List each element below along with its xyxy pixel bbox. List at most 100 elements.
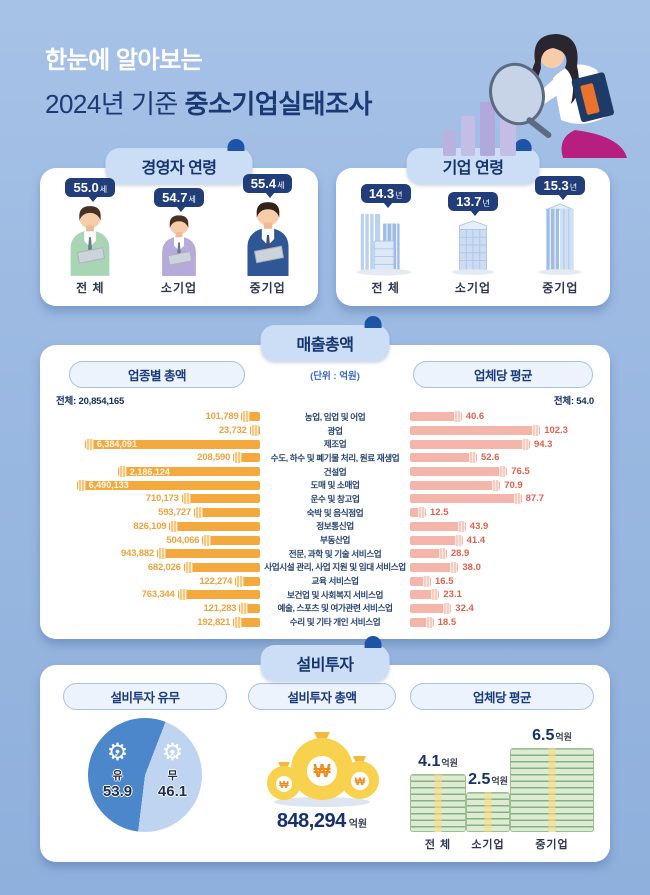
- pie-no-label: 무: [167, 770, 178, 782]
- svg-text:₩: ₩: [279, 780, 289, 791]
- pie-no-value: 46.1: [157, 783, 188, 800]
- avg-value: 94.3: [533, 438, 553, 450]
- total-bar: [235, 575, 260, 587]
- total-value: 6,490,133: [88, 480, 129, 491]
- industry-label: 제조업: [323, 439, 347, 450]
- total-bar: [181, 493, 260, 505]
- industry-label: 수도, 하수 및 폐기물 처리, 원료 재생업: [270, 452, 400, 463]
- investment-columns: 설비투자 유무 ⚙ ✓ 유 53.9 ⚙ ✕ 무 46.1 설비투자: [40, 665, 610, 862]
- total-value: 504,066: [166, 534, 200, 546]
- avg-bar: [410, 493, 522, 505]
- investment-total-amount: 848,294 억원: [277, 810, 367, 833]
- industry-label: 보건업 및 사회복지 서비스업: [286, 589, 384, 600]
- ceo-medium-unit: 세: [277, 181, 285, 190]
- ceo-total-unit: 세: [99, 185, 108, 194]
- x-glyph: ✕: [168, 749, 177, 759]
- ceo-small-column: 54.7세 소기업: [135, 184, 223, 296]
- total-bar: [241, 411, 260, 423]
- avg-value: 23.1: [443, 589, 462, 601]
- avg-value: 12.5: [429, 507, 449, 519]
- sales-left-title: 업종별 총액: [69, 361, 245, 388]
- pie-no-group: ⚙ ✕ 무 46.1: [144, 740, 201, 801]
- avg-value: 43.9: [469, 520, 489, 532]
- avg-value: 41.4: [466, 534, 486, 546]
- firm-age-header-label: 기업 연령: [442, 160, 504, 177]
- stack-total-value: 4.1억원: [418, 753, 458, 771]
- total-bar: [202, 534, 260, 546]
- total-bar: 6,490,133: [76, 479, 260, 491]
- total-bar: [183, 561, 260, 573]
- industry-label: 도매 및 소매업: [310, 480, 360, 491]
- avg-bar: [410, 466, 508, 478]
- total-bar: [194, 507, 260, 519]
- firm-medium-label: 중기업: [542, 281, 579, 295]
- total-bar: [169, 520, 260, 532]
- avg-bar: [410, 602, 452, 614]
- pie-slices: [88, 718, 202, 832]
- stack-medium-number: 6.5: [532, 727, 555, 744]
- building-single-icon: [444, 216, 502, 276]
- industry-label: 전문, 과학 및 기술 서비스업: [288, 548, 382, 559]
- industry-label: 예술, 스포츠 및 여가관련 서비스업: [277, 603, 393, 614]
- stack-medium-value: 6.5억원: [532, 727, 572, 745]
- avg-value: 52.6: [480, 452, 500, 464]
- ceo-total-value-tag: 55.0세: [65, 178, 116, 197]
- firm-age-figures: 14.3년 전 체 13.7년: [336, 168, 610, 306]
- industry-row: 6,490,133 도매 및 소매업 70.9: [54, 478, 596, 492]
- businessman-green-icon: [59, 202, 121, 276]
- total-value: 763,344: [141, 589, 175, 601]
- svg-text:₩: ₩: [314, 761, 331, 781]
- industry-row: 192,821 수리 및 기타 개인 서비스업 18.5: [54, 615, 596, 629]
- ceo-total-column: 55.0세 전 체: [46, 178, 134, 296]
- ceo-total-label: 전 체: [76, 281, 105, 295]
- total-bar: [233, 616, 260, 628]
- industry-label: 건설업: [323, 466, 347, 477]
- firm-total-label: 전 체: [371, 281, 400, 295]
- ceo-medium-value: 55.4: [250, 176, 277, 191]
- total-bar: [239, 602, 260, 614]
- avg-bar: [410, 616, 434, 628]
- gear-x-icon: ⚙ ✕: [160, 740, 186, 766]
- sales-totals: 전체: 20,854,165 전체: 54.0: [40, 388, 610, 409]
- industry-row: 2,186,124 건설업 76.5: [54, 465, 596, 479]
- total-bar: [233, 452, 260, 464]
- avg-value: 40.6: [465, 411, 485, 423]
- industry-label: 정보통신업: [316, 521, 354, 532]
- stack-total-number: 4.1: [418, 753, 441, 770]
- sales-left-total: 전체: 20,854,165: [56, 396, 125, 407]
- avg-bar: [410, 411, 462, 423]
- firm-medium-value: 15.3: [543, 178, 569, 193]
- bookmark-icon: [514, 139, 532, 151]
- firm-small-value: 13.7: [456, 194, 482, 209]
- firm-medium-column: 15.3년 중기업: [517, 176, 603, 296]
- industry-row: 826,109 정보통신업 43.9: [54, 520, 596, 534]
- stack-small-value: 2.5억원: [468, 771, 508, 789]
- avg-bar: [410, 589, 440, 601]
- ceo-small-label: 소기업: [160, 281, 198, 295]
- total-value: 122,274: [199, 575, 233, 587]
- sales-right-title: 업체당 평균: [413, 361, 593, 388]
- avg-bar: [410, 507, 426, 519]
- check-glyph: ✓: [113, 749, 122, 759]
- avg-bar: [410, 520, 466, 532]
- firm-total-column: 14.3년 전 체: [342, 184, 428, 296]
- total-value: 943,882: [121, 548, 154, 560]
- researcher-illustration: [425, 18, 640, 158]
- ceo-small-value-tag: 54.7세: [154, 188, 204, 207]
- total-value: 593,727: [158, 507, 192, 519]
- total-value: 121,283: [203, 602, 237, 614]
- total-bar: 2,186,124: [117, 466, 260, 478]
- ceo-age-header: 경영자 연령: [105, 139, 253, 184]
- industry-label: 숙박 및 음식점업: [306, 507, 364, 518]
- avg-value: 28.9: [450, 548, 470, 560]
- firm-small-unit: 년: [482, 199, 490, 208]
- industry-row: 122,274 교육 서비스업 16.5: [54, 574, 596, 588]
- avg-value: 32.4: [455, 602, 474, 614]
- firm-small-label: 소기업: [454, 281, 492, 295]
- sales-card: 매출총액 업종별 총액 (단위 : 억원) 업체당 평균 전체: 20,854,…: [40, 316, 610, 639]
- ceo-age-figures: 55.0세 전 체 54.7세: [40, 168, 318, 306]
- industry-row: 682,026 사업시설 관리, 사업 지원 및 임대 서비스업 38.0: [54, 561, 596, 575]
- stack-total-unit: 억원: [441, 758, 458, 768]
- industry-label: 수리 및 기타 개인 서비스업: [289, 617, 381, 628]
- pie-yes-label: 유: [112, 770, 123, 782]
